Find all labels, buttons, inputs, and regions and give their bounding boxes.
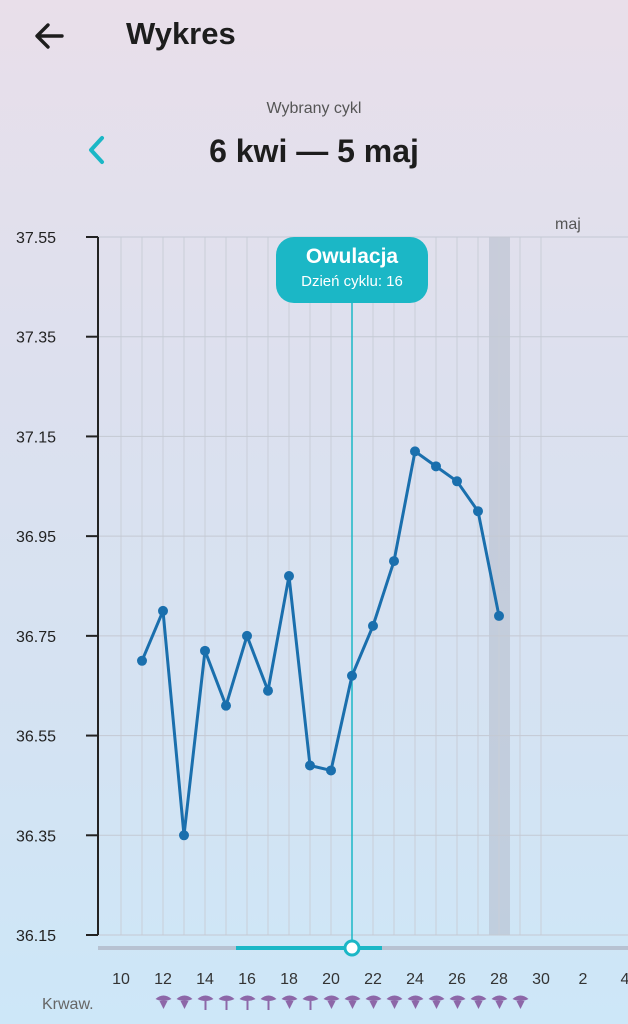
y-tick-label: 36.35 [16, 828, 56, 845]
bleeding-drop-icon[interactable] [281, 995, 298, 1010]
chevron-left-icon [89, 136, 104, 164]
temperature-point[interactable] [284, 571, 294, 582]
x-tick-label: 30 [532, 971, 550, 988]
scroll-handle[interactable] [343, 939, 361, 957]
y-tick-label: 36.15 [16, 928, 56, 945]
back-button[interactable] [28, 14, 72, 58]
x-tick-label: 24 [406, 971, 424, 988]
temperature-point[interactable] [326, 765, 336, 776]
temperature-point[interactable] [347, 670, 357, 681]
bleeding-row-label: Krwaw. [42, 996, 94, 1013]
bleeding-drop-icon[interactable] [386, 995, 403, 1010]
bleeding-drop-icon[interactable] [407, 995, 424, 1010]
bleeding-drop-icon[interactable] [365, 995, 382, 1010]
app-bar: Wykres [0, 0, 628, 72]
ovulation-badge[interactable]: Owulacja Dzień cyklu: 16 [276, 237, 428, 303]
temperature-point[interactable] [389, 556, 399, 567]
bleeding-drop-icon[interactable] [176, 995, 193, 1010]
y-tick-label: 36.55 [16, 729, 56, 746]
bleeding-drop-icon[interactable] [323, 995, 340, 1010]
x-tick-label: 4 [621, 971, 628, 988]
ovulation-title: Owulacja [305, 245, 399, 268]
y-tick-label: 36.95 [16, 529, 56, 546]
y-tick-label: 37.35 [16, 330, 56, 347]
temperature-point[interactable] [179, 830, 189, 841]
x-tick-label: 14 [196, 971, 214, 988]
temperature-point[interactable] [452, 476, 462, 487]
bleeding-drop-icon[interactable] [449, 995, 466, 1010]
month-label: maj [555, 216, 581, 233]
temperature-point[interactable] [305, 760, 315, 771]
temperature-point[interactable] [158, 605, 168, 616]
bleeding-drop-icon[interactable] [491, 995, 508, 1010]
x-tick-label: 16 [238, 971, 256, 988]
x-tick-label: 20 [322, 971, 340, 988]
x-tick-label: 22 [364, 971, 382, 988]
y-tick-label: 37.55 [16, 230, 56, 247]
temperature-point[interactable] [494, 610, 504, 621]
x-tick-label: 18 [280, 971, 298, 988]
ovulation-cycle-day: Dzień cyklu: 16 [301, 273, 403, 290]
previous-cycle-button[interactable] [78, 130, 114, 170]
temperature-point[interactable] [410, 446, 420, 457]
temperature-point[interactable] [431, 461, 441, 472]
page-title: Wykres [126, 16, 236, 51]
selected-cycle-caption: Wybrany cykl [266, 100, 362, 117]
bleeding-drop-icon[interactable] [239, 995, 256, 1011]
bleeding-drop-icon[interactable] [218, 995, 235, 1011]
temperature-point[interactable] [473, 506, 483, 517]
bleeding-drop-icon[interactable] [512, 995, 529, 1010]
bleeding-drop-icon[interactable] [197, 995, 214, 1011]
temperature-point[interactable] [263, 685, 273, 696]
temperature-point[interactable] [368, 620, 378, 631]
x-tick-label: 12 [154, 971, 172, 988]
bleeding-drop-icon[interactable] [155, 995, 172, 1010]
cycle-date-range: 6 kwi — 5 maj [209, 133, 419, 169]
y-tick-label: 37.15 [16, 429, 56, 446]
y-tick-label: 36.75 [16, 629, 56, 646]
x-tick-label: 2 [579, 971, 588, 988]
bleeding-drop-icon[interactable] [260, 995, 277, 1011]
arrow-left-icon [35, 23, 64, 49]
bleeding-drop-icon[interactable] [428, 995, 445, 1010]
x-tick-label: 28 [490, 971, 508, 988]
bleeding-drop-icon[interactable] [302, 995, 319, 1011]
temperature-point[interactable] [242, 630, 252, 641]
temperature-point[interactable] [221, 700, 231, 711]
temperature-point[interactable] [200, 645, 210, 656]
bleeding-drop-icon[interactable] [344, 995, 361, 1010]
x-tick-label: 26 [448, 971, 466, 988]
x-tick-label: 10 [112, 971, 130, 988]
bleeding-drop-icon[interactable] [470, 995, 487, 1010]
temperature-line [140, 449, 501, 837]
temperature-chart: 37.55 37.35 37.15 36.95 36.75 36.55 36.35 36.15… [16, 216, 628, 1011]
temperature-point[interactable] [137, 655, 147, 666]
